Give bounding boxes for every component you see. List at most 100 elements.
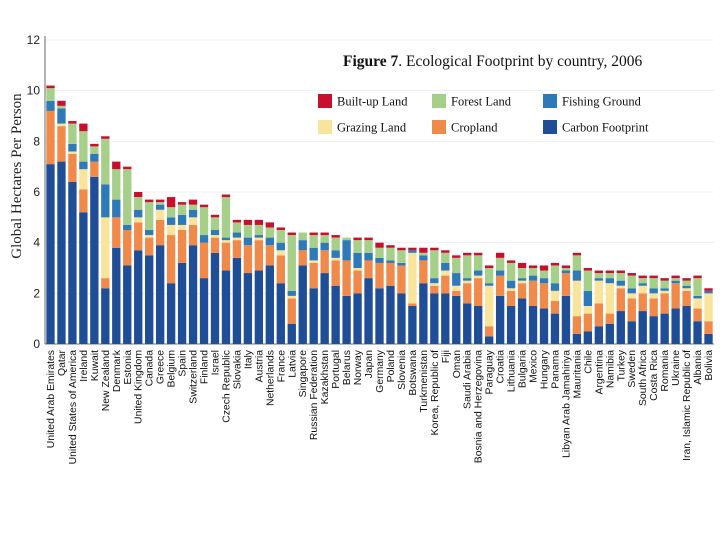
bar-segment-built-up-land (364, 237, 373, 241)
bar-segment-fishing-ground (90, 154, 99, 162)
bar-stack-united-states-of-america (68, 121, 77, 344)
bar-segment-cropland (221, 242, 231, 271)
bar-stack-turkmenistan (419, 247, 428, 344)
bar-segment-fishing-ground (594, 278, 604, 281)
bar-segment-built-up-land (188, 199, 198, 205)
bar-segment-fishing-ground (232, 232, 242, 238)
bar-stack-south-africa (638, 275, 647, 344)
bar-segment-cropland (287, 298, 296, 324)
x-tick-label: Fiji (441, 350, 452, 363)
bar-segment-carbon-footprint (210, 252, 220, 344)
bar-segment-fishing-ground (693, 295, 702, 299)
bar-segment-fishing-ground (419, 255, 428, 261)
bar-segment-forest-land (506, 262, 516, 281)
bar-stack-spain (177, 202, 187, 344)
bar-segment-built-up-land (693, 275, 702, 279)
legend-item-built-up-land: Built-up Land (318, 94, 408, 109)
bar-segment-cropland (430, 285, 439, 294)
bar-segment-built-up-land (221, 194, 231, 198)
bar-stack-czech-republic (221, 194, 231, 344)
bar-segment-fishing-ground (627, 288, 636, 294)
bar-stack-iran-islamic-republic-of (682, 278, 691, 344)
bar-segment-forest-land (682, 280, 691, 286)
legend-swatch (318, 94, 332, 108)
bar-segment-built-up-land (506, 260, 516, 263)
bar-stack-latvia (287, 232, 296, 344)
bar-segment-carbon-footprint (627, 321, 636, 344)
bar-stack-lithuania (506, 260, 516, 344)
bar-segment-forest-land (463, 255, 472, 279)
bar-segment-forest-land (572, 255, 582, 271)
bar-segment-carbon-footprint (561, 295, 571, 344)
legend-item-forest-land: Forest Land (432, 94, 512, 109)
x-tick-label: Panama (550, 350, 561, 389)
bar-segment-forest-land (550, 265, 560, 284)
bar-segment-built-up-land (408, 247, 417, 251)
bar-segment-grazing-land (254, 237, 264, 241)
x-tick-label: Israel (210, 350, 221, 375)
bar-stack-ukraine (671, 275, 680, 344)
bar-segment-built-up-land (583, 268, 593, 271)
bar-segment-carbon-footprint (342, 295, 351, 344)
bar-segment-forest-land (68, 123, 77, 144)
legend: Built-up Land Forest Land Fishing Ground Gr… (318, 94, 649, 135)
legend-item-grazing-land: Grazing Land (318, 120, 407, 135)
bar-segment-forest-land (57, 105, 66, 109)
x-tick-label: New Zealand (101, 350, 112, 411)
bar-segment-built-up-land (704, 288, 713, 291)
x-tick-label: Belarus (342, 350, 353, 385)
bar-segment-fishing-ground (474, 270, 483, 276)
bar-segment-fishing-ground (660, 288, 669, 291)
bar-segment-fishing-ground (397, 262, 406, 266)
bar-segment-carbon-footprint (101, 288, 110, 344)
bar-segment-fishing-ground (276, 242, 285, 251)
bar-segment-cropland (572, 316, 582, 334)
bar-segment-forest-land (46, 88, 55, 101)
x-tick-label: Switzerland (189, 350, 200, 404)
bar-segment-cropland (188, 224, 198, 246)
chart-title-rest: . Ecological Footprint by country, 2006 (398, 53, 642, 70)
legend-swatch (543, 94, 557, 108)
bar-segment-carbon-footprint (265, 265, 274, 344)
bar-segment-carbon-footprint (583, 331, 593, 344)
bar-segment-grazing-land (660, 290, 669, 294)
bar-segment-built-up-land (177, 202, 187, 205)
bar-segment-forest-land (232, 222, 242, 233)
x-tick-label: Bulgaria (518, 350, 529, 388)
bar-stack-hungary (539, 265, 549, 344)
bar-segment-carbon-footprint (682, 306, 691, 344)
x-tick-label: Korea, Republic of (430, 350, 441, 436)
y-tick-label: 8 (33, 134, 40, 148)
bar-segment-grazing-land (68, 151, 77, 154)
x-tick-label: Kazakhstan (320, 350, 331, 405)
bar-segment-fishing-ground (123, 224, 132, 230)
bar-segment-fishing-ground (188, 209, 198, 218)
legend-label: Built-up Land (337, 95, 408, 109)
bar-segment-forest-land (243, 224, 253, 238)
bar-segment-built-up-land (441, 250, 450, 253)
bar-segment-cropland (243, 245, 253, 274)
bar-segment-built-up-land (155, 199, 165, 203)
bar-segment-built-up-land (419, 247, 428, 253)
x-tick-label: Greece (156, 350, 167, 384)
bar-segment-built-up-land (243, 219, 253, 225)
bar-segment-built-up-land (123, 166, 132, 170)
bar-segment-cropland (495, 275, 505, 296)
bar-segment-carbon-footprint (649, 316, 658, 344)
bar-segment-forest-land (375, 247, 384, 258)
x-tick-label: Turkmenistan (419, 350, 430, 413)
bar-segment-fishing-ground (46, 100, 55, 111)
legend-swatch (318, 120, 332, 134)
bar-segment-forest-land (145, 202, 154, 230)
x-tick-label: Slovakia (232, 350, 243, 389)
bar-segment-grazing-land (57, 123, 66, 127)
chart-title-bold: Figure 7 (343, 53, 398, 70)
bar-segment-forest-land (528, 268, 538, 276)
bar-segment-cropland (561, 273, 571, 296)
bar-segment-grazing-land (550, 290, 560, 301)
x-tick-label: Mexico (529, 350, 540, 383)
bar-stack-italy (243, 219, 253, 344)
bar-segment-fishing-ground (572, 270, 582, 281)
bar-segment-fishing-ground (320, 242, 329, 251)
bar-segment-cropland (342, 260, 351, 296)
